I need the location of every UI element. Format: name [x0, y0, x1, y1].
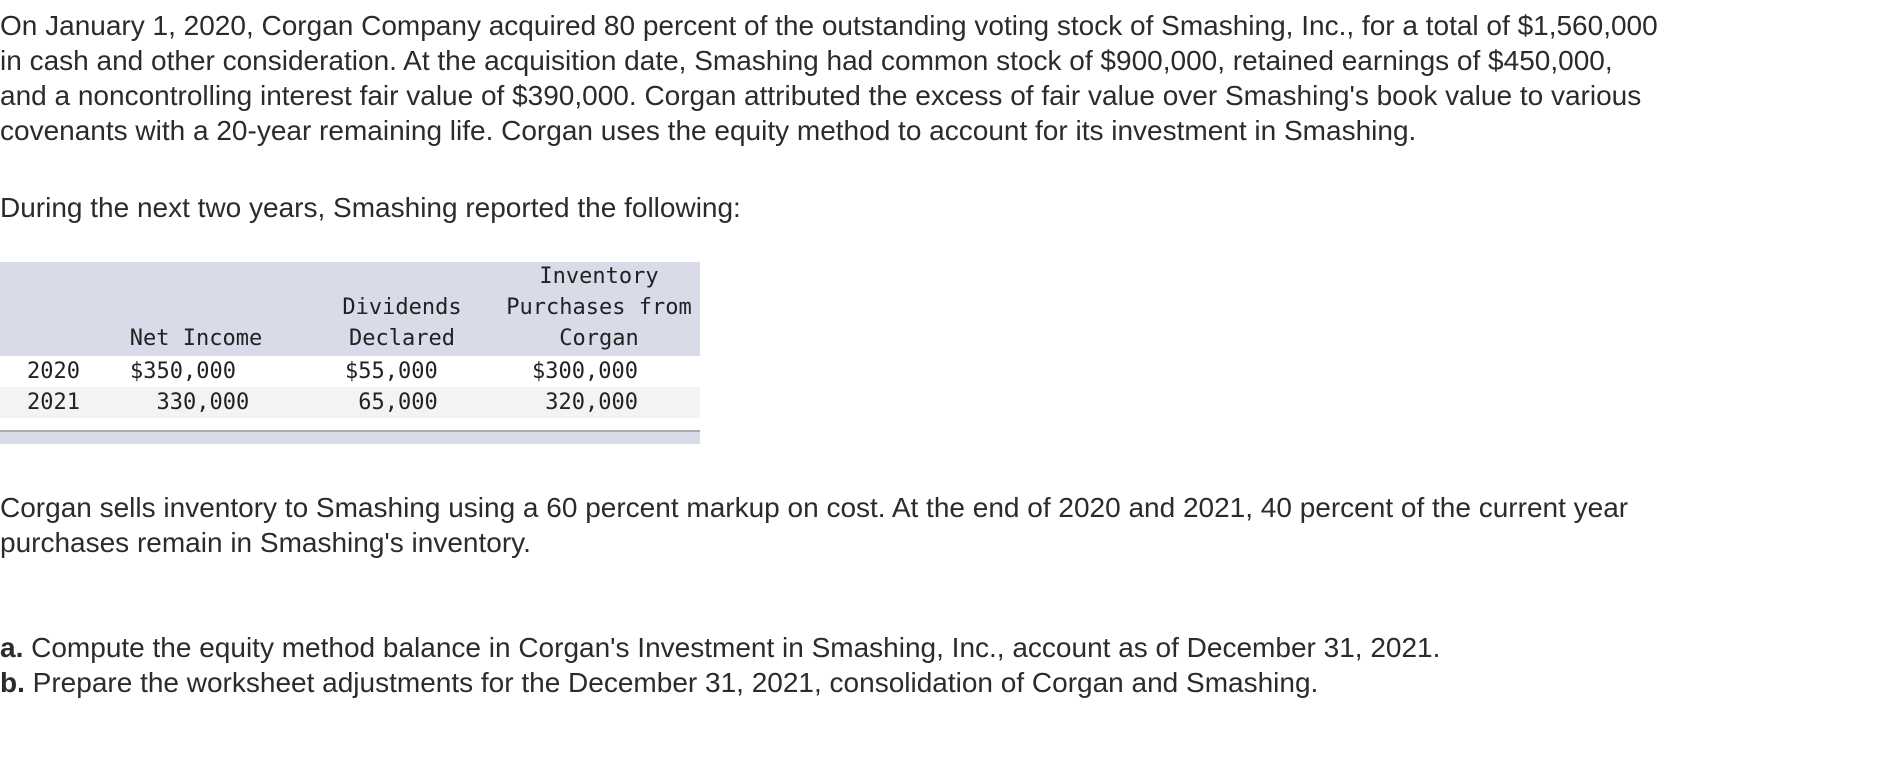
net-income-cell: 330,000 [130, 390, 250, 415]
header-net-income: Net Income [129, 326, 263, 351]
problem-intro: On January 1, 2020, Corgan Company acqui… [0, 10, 1658, 146]
year-cell: 2021 [27, 390, 80, 415]
header-inventory-purchases: Inventory Purchases from Corgan [506, 264, 692, 351]
inventory-cell: $300,000 [532, 359, 638, 384]
net-income-cell: $350,000 [130, 359, 236, 384]
question-a: a. Compute the equity method balance in … [0, 630, 1440, 665]
year-cell: 2020 [27, 359, 80, 384]
markup-paragraph: Corgan sells inventory to Smashing using… [0, 492, 1629, 558]
dividends-cell: $55,000 [345, 359, 438, 384]
question-b: b. Prepare the worksheet adjustments for… [0, 665, 1318, 700]
question-b-text: Prepare the worksheet adjustments for th… [24, 667, 1319, 698]
smashing-data-table: Net Income Dividends Declared Inventory … [0, 262, 700, 444]
header-dividends-declared: Dividends Declared [342, 295, 462, 351]
question-b-letter: b. [0, 667, 25, 698]
table-lead-text: During the next two years, Smashing repo… [0, 192, 741, 223]
question-a-letter: a. [0, 632, 24, 663]
table-row: 2020 $350,000 $55,000 $300,000 [0, 356, 700, 387]
table-header: Net Income Dividends Declared Inventory … [0, 262, 700, 356]
question-a-text: Compute the equity method balance in Cor… [23, 632, 1441, 663]
table-row: 2021 330,000 65,000 320,000 [0, 387, 700, 418]
table-spacer [0, 418, 700, 430]
table-footer-bar [0, 430, 700, 444]
dividends-cell: 65,000 [345, 390, 438, 415]
inventory-cell: 320,000 [532, 390, 638, 415]
